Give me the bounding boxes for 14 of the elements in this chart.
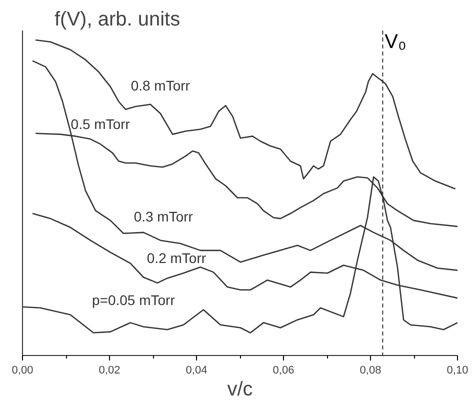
x-tick-label: 0,00 (12, 364, 34, 376)
x-tick-label: 0,02 (98, 364, 120, 376)
series-label: 0.8 mTorr (130, 77, 190, 94)
series-label: 0.5 mTorr (70, 116, 130, 132)
ref-line-label: V₀ (384, 30, 406, 53)
x-tick-label: 0,06 (272, 364, 294, 376)
x-tick-label: 0,04 (186, 364, 208, 376)
y-axis-title: f(V), arb. units (54, 8, 180, 30)
x-axis-title: v/c (227, 378, 253, 400)
series-label: p=0.05 mTorr (92, 292, 176, 308)
x-tick-label: 0,10 (446, 364, 468, 376)
x-tick-label: 0,08 (360, 364, 382, 376)
series-label: 0.3 mTorr (134, 208, 194, 224)
series-label: 0.2 mTorr (146, 250, 206, 266)
